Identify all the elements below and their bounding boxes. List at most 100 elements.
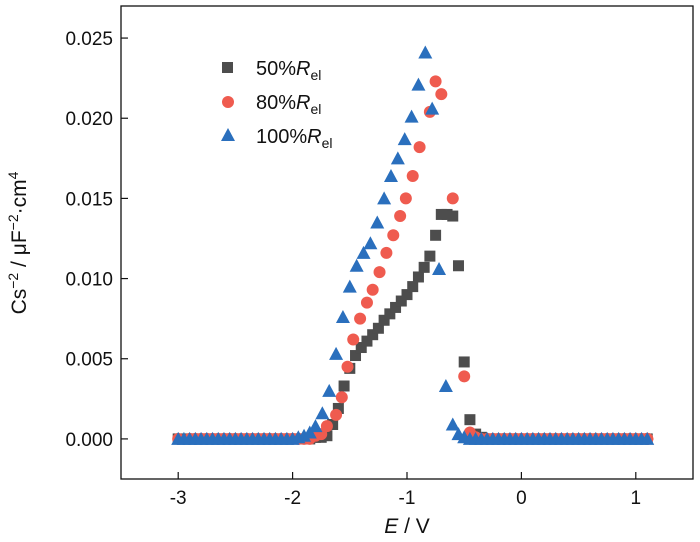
y-axis-title-exp2: −2	[5, 214, 21, 230]
legend-label-80-symbol: R	[296, 92, 310, 114]
x-axis-title-symbol: E	[384, 515, 399, 538]
x-tick-label: 1	[631, 488, 642, 509]
data-point	[401, 289, 413, 301]
data-point	[367, 329, 379, 341]
x-tick-label: 0	[516, 488, 527, 509]
legend-item-80: 80%Rel	[222, 92, 321, 117]
data-point	[404, 109, 419, 123]
plot-frame	[120, 5, 694, 480]
data-point	[320, 420, 333, 433]
series-1	[172, 75, 654, 445]
data-point	[394, 210, 407, 223]
svg-text:100%Rel: 100%Rel	[256, 126, 333, 151]
data-point	[373, 266, 386, 279]
legend-label-80-sub: el	[310, 101, 321, 117]
data-point	[355, 342, 367, 354]
data-point	[407, 281, 419, 293]
data-point	[413, 141, 426, 154]
data-point	[387, 229, 400, 242]
data-point	[411, 77, 426, 91]
svg-text:50%Rel: 50%Rel	[256, 58, 321, 83]
y-axis-title-mid: / μF	[8, 230, 31, 272]
data-point	[332, 402, 344, 414]
data-point	[397, 132, 412, 146]
y-tick-label: 0.025	[65, 29, 113, 50]
series-0	[172, 208, 653, 445]
data-point	[435, 208, 447, 220]
svg-text:80%Rel: 80%Rel	[256, 92, 321, 117]
legend-item-50: 50%Rel	[222, 58, 321, 83]
x-axis-ticks: -3 -2 -1 0 1	[170, 472, 641, 509]
y-tick-label: 0.010	[65, 270, 113, 291]
data-point	[342, 279, 357, 293]
legend-marker-circle	[222, 96, 234, 108]
data-point	[418, 261, 430, 273]
y-tick-label: 0.000	[65, 430, 113, 451]
x-tick-label: -3	[170, 488, 187, 509]
x-tick-label: -2	[284, 488, 301, 509]
y-tick-label: 0.015	[65, 189, 113, 210]
legend-label-50-prefix: 50%	[256, 58, 296, 80]
data-point	[335, 391, 348, 404]
data-point	[452, 260, 464, 272]
legend-label-100-prefix: 100%	[256, 126, 307, 148]
data-point	[384, 308, 396, 320]
data-point	[458, 356, 470, 368]
data-point	[447, 210, 459, 222]
y-axis-ticks: 0.000 0.005 0.010 0.015 0.020 0.025	[65, 29, 128, 451]
legend-label-100-symbol: R	[307, 126, 321, 148]
data-point	[640, 431, 655, 445]
legend-label-80-prefix: 80%	[256, 92, 296, 114]
data-point	[412, 271, 424, 283]
y-tick-label: 0.020	[65, 109, 113, 130]
data-point	[356, 245, 371, 259]
data-point	[372, 322, 384, 334]
data-point	[315, 406, 330, 420]
data-point	[395, 295, 407, 307]
y-axis-title-exp1: −2	[5, 273, 21, 289]
data-point	[377, 191, 392, 205]
x-tick-label: -1	[399, 488, 416, 509]
data-point	[441, 208, 453, 220]
data-point	[360, 296, 373, 309]
data-point	[464, 414, 476, 426]
legend-item-100: 100%Rel	[221, 126, 333, 151]
data-point	[354, 312, 367, 325]
data-point	[438, 379, 453, 393]
data-point	[363, 236, 378, 250]
data-point	[338, 380, 350, 392]
data-point	[341, 360, 354, 373]
data-point	[458, 370, 471, 383]
legend-label-100-sub: el	[322, 135, 333, 151]
data-point	[406, 169, 419, 182]
data-point	[308, 419, 323, 433]
data-point	[383, 168, 398, 182]
y-axis-title-mid2: ·cm	[8, 179, 31, 214]
y-axis-title-exp3: 4	[5, 171, 21, 179]
x-axis-title: E / V	[384, 515, 430, 538]
data-point	[430, 229, 442, 241]
data-point	[366, 283, 379, 296]
data-point	[445, 417, 460, 431]
data-point	[399, 192, 412, 205]
data-point	[322, 383, 337, 397]
data-point	[380, 246, 393, 259]
y-tick-label: 0.005	[65, 350, 113, 371]
data-point	[347, 333, 360, 346]
data-point	[390, 151, 405, 165]
legend-marker-triangle	[221, 128, 235, 141]
series-2	[171, 45, 655, 445]
data-point	[418, 45, 433, 59]
data-point	[349, 258, 364, 272]
data-point	[446, 192, 459, 205]
y-axis-title-base: Cs	[8, 289, 31, 315]
legend-label-50-symbol: R	[296, 58, 310, 80]
y-axis-title: Cs−2 / μF−2·cm4	[5, 171, 31, 314]
x-axis-title-unit: / V	[398, 515, 430, 538]
data-point	[390, 301, 402, 313]
data-point	[329, 346, 344, 360]
data-point	[330, 408, 343, 421]
data-point	[432, 261, 447, 275]
data-point	[424, 250, 436, 262]
